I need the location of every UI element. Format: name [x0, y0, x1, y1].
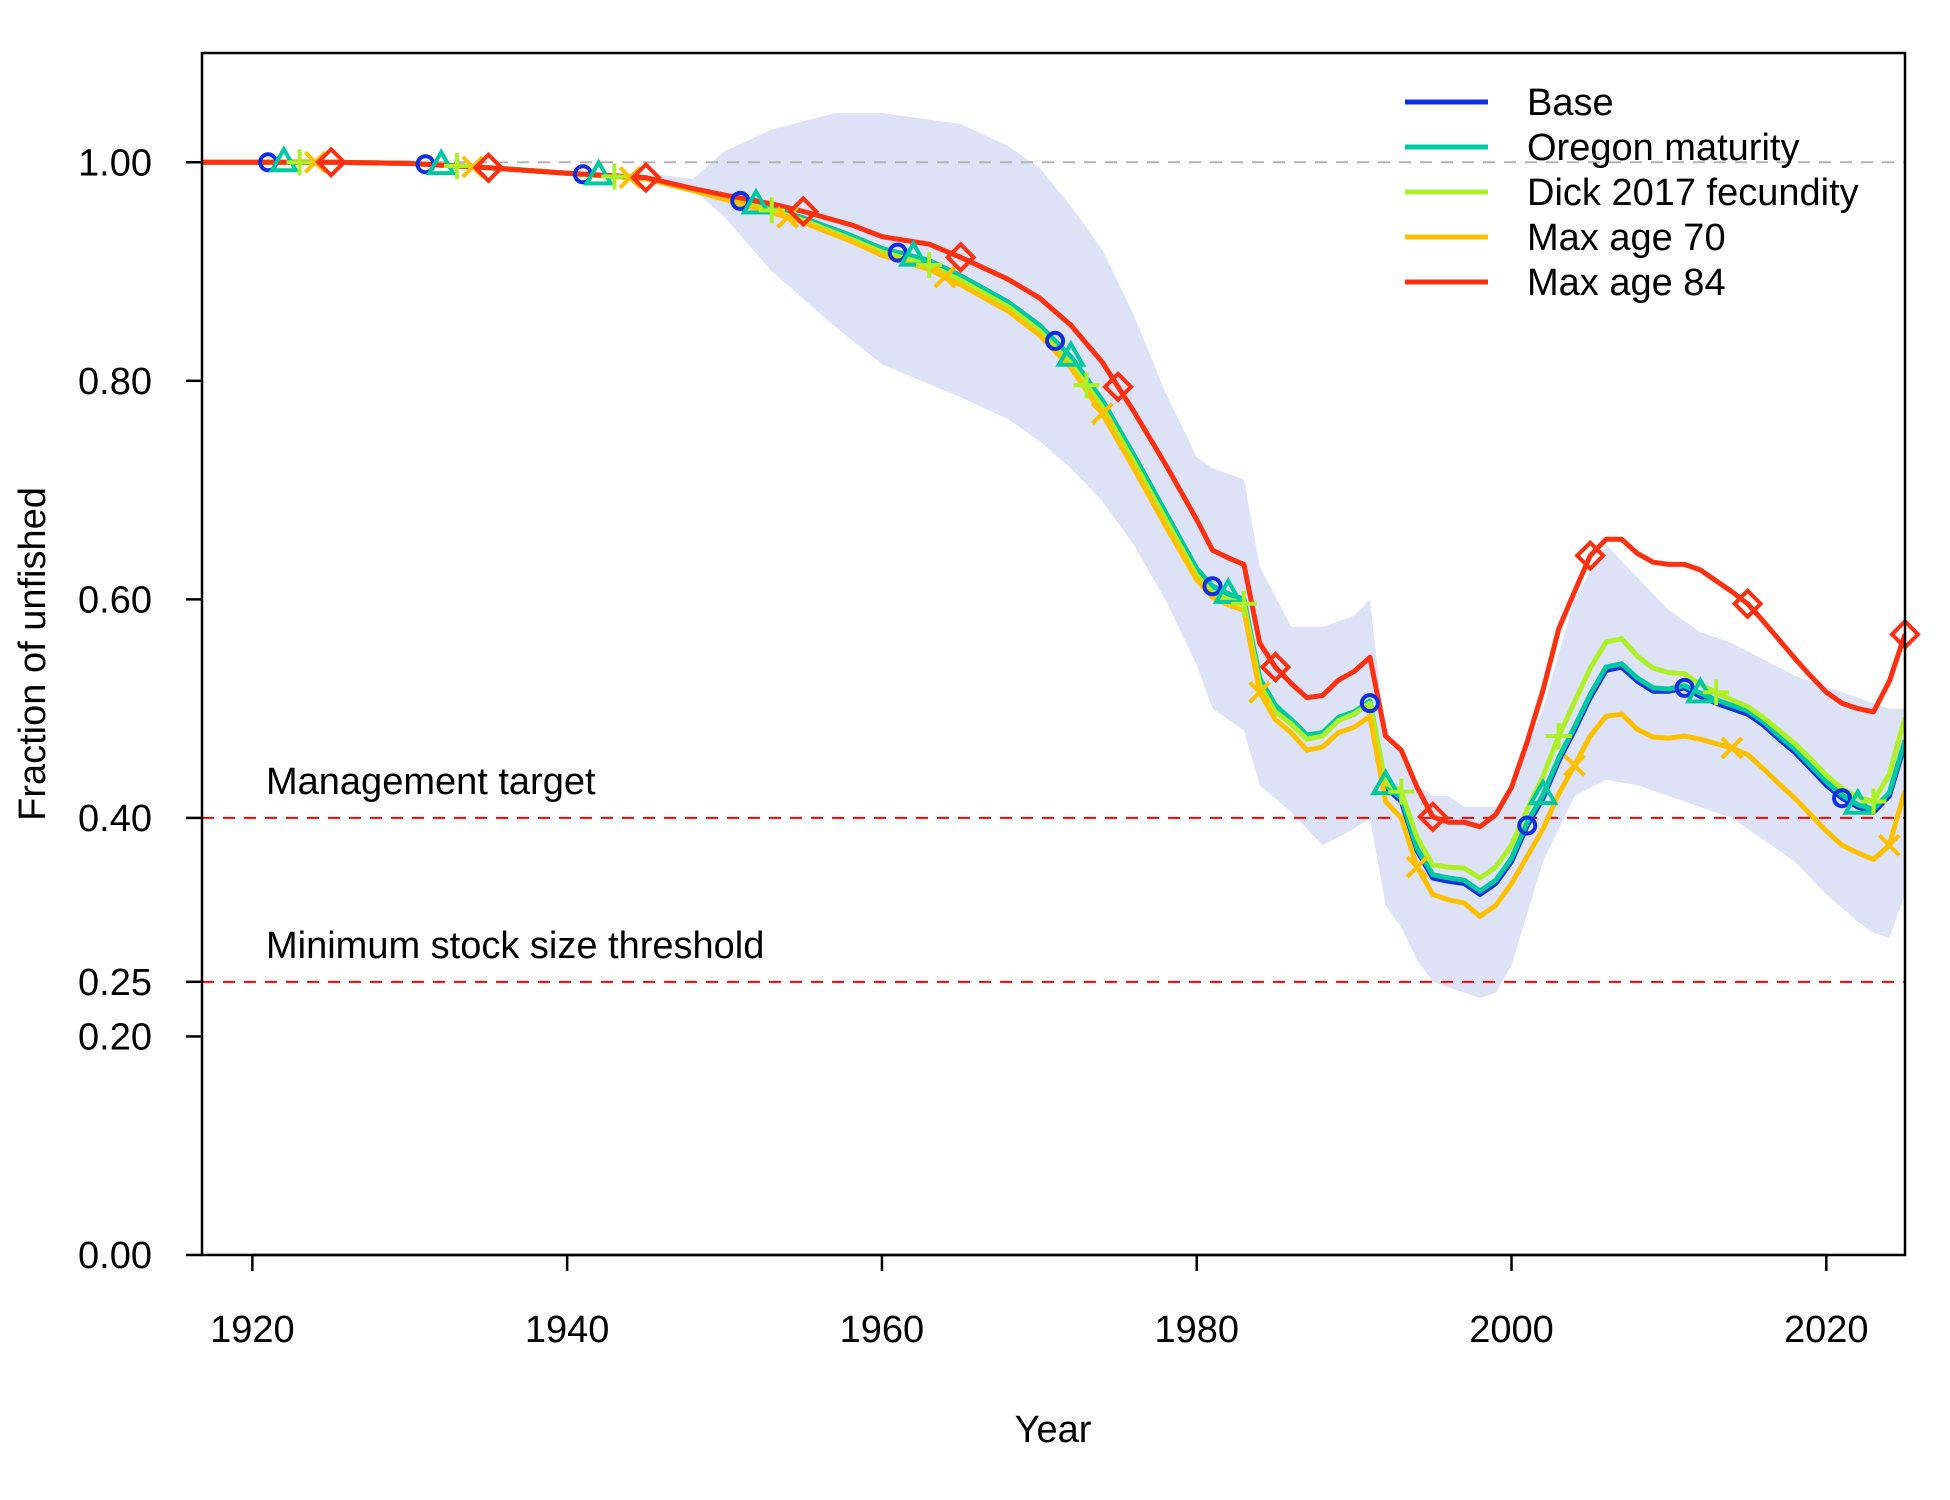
series-2-marker-0: [286, 149, 313, 176]
marker-layer: [258, 145, 1921, 879]
x-tick-label-3: 1980: [1154, 1309, 1239, 1351]
series-0-marker-10: [1832, 788, 1853, 809]
series-1-marker-3: [740, 187, 772, 215]
y-tick-label-5: 0.80: [78, 361, 152, 403]
y-tick-label-1: 0.20: [78, 1016, 152, 1058]
y-axis-title: Fraction of unfished: [12, 487, 54, 821]
series-2-marker-8: [1545, 722, 1572, 749]
y-tick-label-2: 0.25: [78, 962, 152, 1004]
series-1-marker-1: [425, 148, 457, 176]
series-3-marker-4: [933, 265, 957, 289]
series-4-marker-8: [1574, 539, 1607, 572]
y-tick-label-3: 0.40: [78, 798, 152, 840]
series-2-marker-10: [1860, 788, 1887, 815]
series-3-marker-6: [1248, 680, 1272, 704]
series-0-marker-3: [730, 190, 751, 211]
series-1-marker-5: [1055, 339, 1087, 367]
series-4-marker-0: [315, 146, 347, 179]
uncertainty-band: [202, 113, 1905, 999]
series-1-marker-7: [1370, 768, 1402, 796]
series-2-marker-4: [916, 251, 943, 278]
series-1-marker-0: [268, 145, 300, 173]
series-line-4: [202, 159, 1905, 830]
series-4-marker-9: [1731, 587, 1764, 620]
series-0-marker-8: [1517, 815, 1538, 836]
series-0-marker-7: [1359, 693, 1380, 714]
series-3-marker-10: [1877, 833, 1901, 857]
series-4-marker-7: [1416, 800, 1449, 833]
series-4-marker-5: [1102, 370, 1134, 403]
series-4-marker-6: [1259, 651, 1292, 683]
series-2-marker-2: [601, 163, 628, 190]
series-0-marker-9: [1674, 677, 1695, 698]
series-0-marker-5: [1045, 330, 1066, 351]
series-3-marker-8: [1563, 754, 1586, 777]
series-3-marker-9: [1720, 736, 1744, 760]
reference-lines: Management target Minimum stock size thre…: [202, 161, 1905, 983]
series-4-marker-4: [944, 241, 977, 274]
x-tick-label-4: 2000: [1469, 1309, 1554, 1351]
y-axis: 0.00 0.20 0.25 0.40 0.60 0.80 1.00: [78, 142, 202, 1277]
series-4-marker-1: [472, 151, 505, 184]
series-2-marker-9: [1703, 679, 1730, 706]
series-1-marker-4: [897, 239, 929, 267]
reference-line-label-2: Minimum stock size threshold: [266, 925, 764, 967]
series-2-marker-6: [1230, 590, 1257, 617]
x-axis-title: Year: [1015, 1409, 1092, 1451]
series-4-marker-3: [787, 195, 820, 228]
uncertainty-band-layer: [202, 113, 1905, 999]
series-0-marker-4: [887, 242, 908, 263]
x-tick-label-5: 2020: [1784, 1309, 1869, 1351]
series-1-marker-2: [583, 158, 615, 186]
series-1-marker-6: [1212, 576, 1244, 604]
x-tick-label-2: 1960: [840, 1309, 925, 1351]
series-1-marker-8: [1527, 777, 1559, 805]
x-tick-label-1: 1940: [525, 1309, 610, 1351]
legend-label-0: Base: [1527, 82, 1614, 124]
x-axis: 1920 1940 1960 1980 2000 2020: [210, 1253, 1869, 1351]
series-2-marker-5: [1073, 372, 1100, 399]
series-3-marker-3: [776, 206, 799, 229]
legend-label-3: Max age 70: [1527, 217, 1726, 259]
series-0-marker-6: [1202, 576, 1223, 597]
y-tick-label-6: 1.00: [78, 142, 152, 184]
y-tick-label-4: 0.60: [78, 579, 152, 621]
y-tick-label-0: 0.00: [78, 1235, 152, 1277]
reference-line-label-1: Management target: [266, 761, 596, 803]
legend-label-2: Dick 2017 fecundity: [1527, 172, 1859, 214]
legend-label-1: Oregon maturity: [1527, 127, 1799, 169]
series-2-marker-1: [443, 152, 470, 179]
legend-label-4: Max age 84: [1527, 262, 1726, 304]
series-3-marker-7: [1405, 855, 1429, 879]
x-tick-label-0: 1920: [210, 1309, 295, 1351]
series-4-marker-2: [630, 161, 662, 194]
series-3-marker-5: [1090, 402, 1114, 426]
series-2-marker-7: [1388, 778, 1415, 805]
